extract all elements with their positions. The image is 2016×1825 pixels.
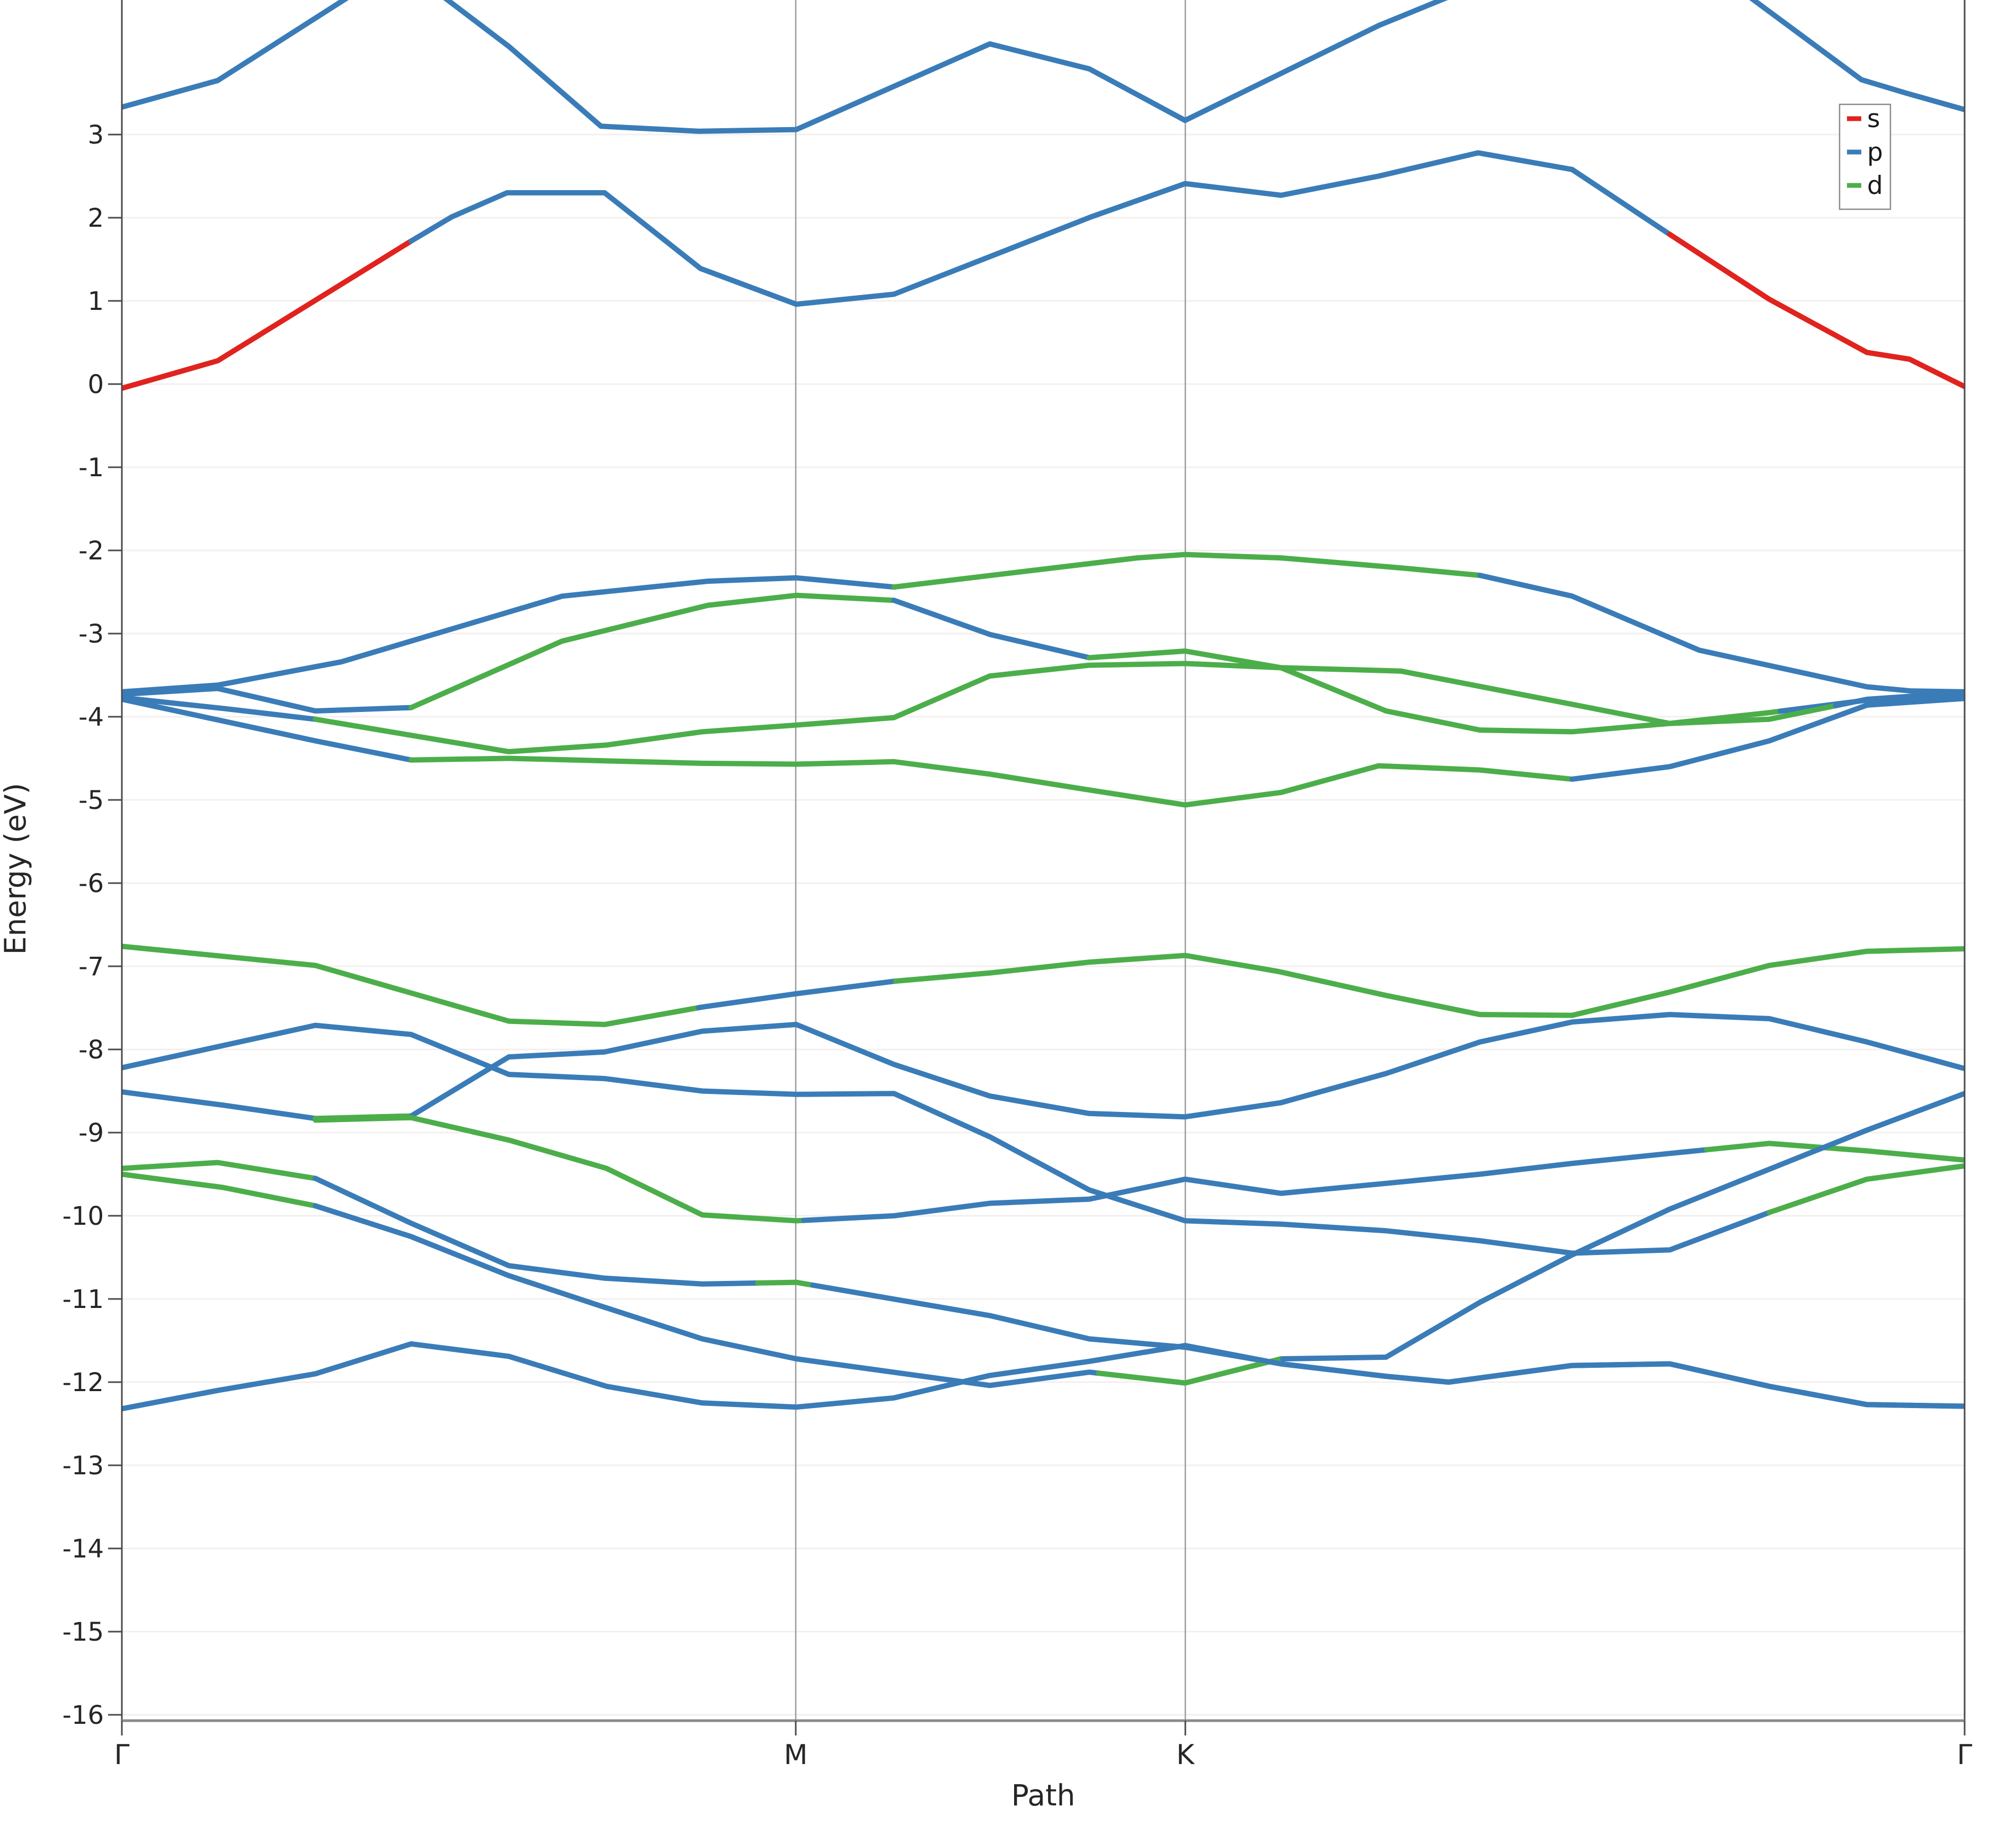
band-conduction-lower-segment-s (1667, 232, 1965, 389)
y-tick-label: -7 (78, 952, 104, 982)
y-tick-label: -13 (63, 1451, 104, 1481)
y-tick-label: 1 (87, 287, 104, 316)
y-tick-label: -10 (63, 1201, 104, 1231)
band-valence-mid-1-segment-d (891, 551, 1483, 590)
y-tick-label: 2 (87, 203, 104, 233)
band-valence-low-6-segment-p (313, 1203, 1102, 1388)
axes-spines (121, 0, 1966, 1722)
band-valence-low-4-segment-p (801, 1147, 1710, 1223)
band-valence-low-5-segment-p (313, 1176, 760, 1287)
band-valence-mid-2-segment-d (1086, 648, 1783, 735)
y-tick-label: -9 (78, 1118, 104, 1148)
band-valence-low-3-segment-p (408, 1012, 1965, 1120)
y-tick-label: -16 (63, 1701, 104, 1730)
y-tick-label: -1 (78, 453, 104, 483)
band-valence-low-1 (122, 943, 1965, 1027)
band-valence-mid-4-segment-p (122, 697, 414, 763)
band-conduction-upper-segment-p (122, 0, 1965, 134)
band-conduction-upper (122, 0, 1965, 134)
band-valence-mid-4 (122, 696, 1965, 808)
band-valence-low-1-segment-d (893, 946, 1965, 1018)
band-valence-mid-3-segment-d (313, 661, 1839, 754)
legend: spd (1839, 103, 1891, 210)
x-tick-label-M: M (784, 1739, 807, 1771)
band-valence-low-3 (122, 1012, 1965, 1121)
y-tick-label: -14 (63, 1534, 104, 1564)
y-tick-label: -2 (78, 536, 104, 566)
y-tick-label: 0 (87, 370, 104, 399)
x-tick-label-Γ: Γ (114, 1739, 130, 1771)
legend-label-s: s (1867, 104, 1880, 133)
band-valence-low-2 (122, 1022, 1965, 1256)
y-tick-label: 3 (87, 120, 104, 150)
band-valence-low-4-segment-d (1704, 1141, 1965, 1163)
band-valence-low-6 (122, 1091, 1965, 1388)
band-valence-low-6-segment-p (1280, 1091, 1965, 1361)
y-axis-title: Energy (eV) (0, 783, 32, 955)
band-valence-mid-3 (122, 661, 1965, 754)
tick-layer: 3 2 1 0 -1 -2 -3 -4 -5 -6 -7 -8 -9 -10 -11 -12 -13 -14 -15… (63, 120, 1973, 1771)
band-valence-low-2-segment-p (122, 1022, 1772, 1256)
band-valence-mid-2-segment-p (891, 598, 1092, 661)
x-tick-label-K: K (1176, 1739, 1195, 1771)
y-tick-label: -12 (63, 1368, 104, 1397)
band-conduction-lower-segment-s (122, 238, 414, 391)
y-tick-label: -6 (78, 869, 104, 898)
grid-layer (122, 0, 1965, 1721)
y-tick-label: -11 (63, 1285, 104, 1314)
x-axis-title: Path (1011, 1778, 1076, 1812)
band-valence-mid-1-segment-p (1477, 573, 1965, 695)
band-valence-low-5-segment-d (122, 1160, 318, 1181)
band-valence-low-4-segment-d (313, 1115, 806, 1224)
legend-box (1839, 103, 1891, 210)
band-valence-low-6-segment-d (1096, 1356, 1286, 1386)
legend-label-p: p (1867, 138, 1883, 167)
band-valence-mid-4-segment-d (408, 755, 1575, 808)
band-valence-mid-3-segment-p (1833, 690, 1965, 709)
y-tick-label: -3 (78, 619, 104, 649)
band-valence-mid-2-segment-d (408, 592, 897, 710)
band-valence-mid-2 (122, 592, 1965, 735)
band-valence-low-2-segment-d (1766, 1163, 1965, 1215)
band-valence-low-6-segment-d (122, 1171, 318, 1209)
y-tick-label: -5 (78, 786, 104, 815)
band-valence-low-1-segment-p (696, 978, 899, 1011)
band-valence-low-7-segment-p (122, 1341, 1965, 1412)
band-conduction-lower (122, 150, 1965, 391)
band-valence-mid-1 (122, 551, 1965, 695)
band-valence-mid-3-segment-p (122, 695, 318, 722)
band-layer (122, 0, 1965, 1412)
band-valence-mid-4-segment-p (1569, 696, 1965, 782)
band-valence-mid-2-segment-p (122, 686, 414, 714)
legend-label-d: d (1867, 171, 1883, 200)
band-valence-low-1-segment-d (122, 943, 701, 1027)
band-valence-low-5-segment-d (754, 1279, 816, 1288)
y-tick-label: -15 (63, 1617, 104, 1647)
y-tick-label: -8 (78, 1035, 104, 1065)
x-tick-label-Γ: Γ (1957, 1739, 1973, 1771)
band-valence-low-3-segment-p (122, 1089, 318, 1121)
band-valence-mid-1-segment-p (122, 575, 897, 695)
band-conduction-lower-segment-p (408, 150, 1673, 307)
band-valence-low-7 (122, 1341, 1965, 1412)
y-tick-label: -4 (78, 702, 104, 732)
